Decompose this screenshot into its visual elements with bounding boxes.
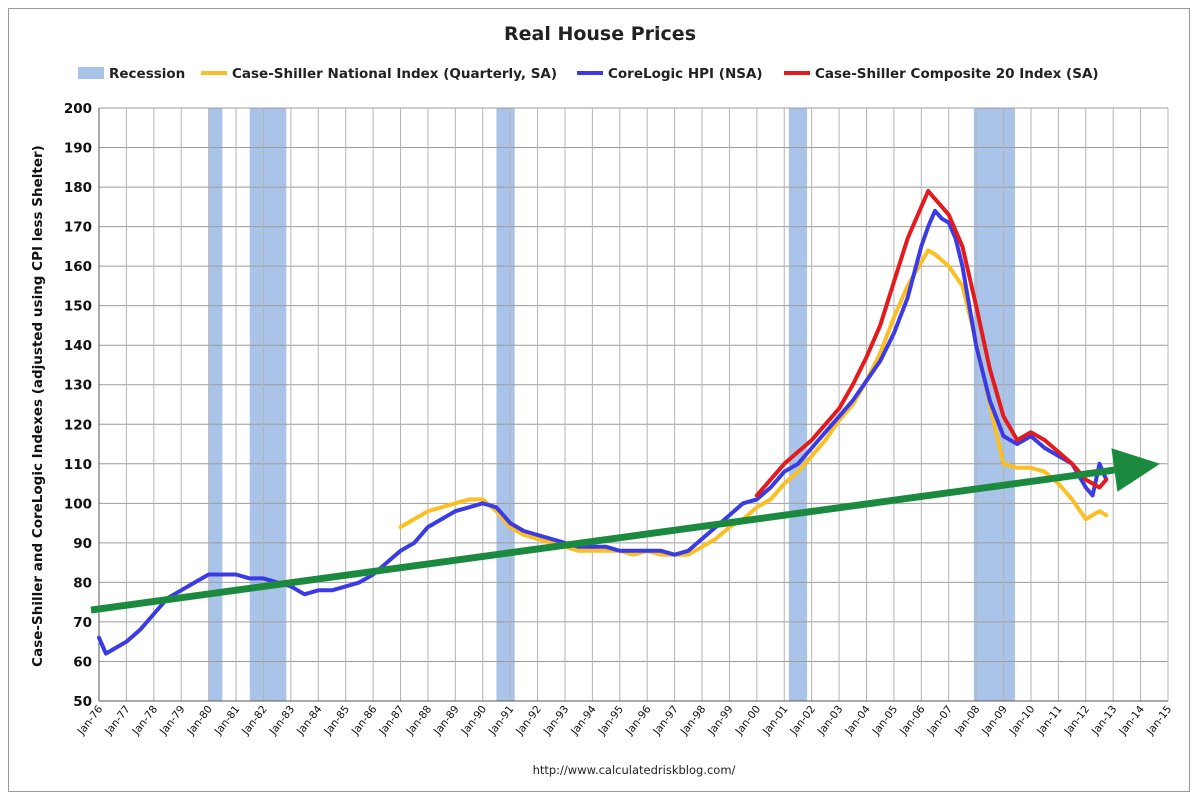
x-tick-label-jan-82: Jan-82	[239, 703, 270, 737]
y-tick-label-130: 130	[64, 378, 92, 394]
source-url: http://www.calculatedriskblog.com/	[533, 763, 736, 777]
x-tick-label-jan-06: Jan-06	[897, 703, 928, 738]
y-tick-label-200: 200	[64, 101, 92, 117]
y-tick-label-140: 140	[64, 338, 92, 354]
x-tick-label-jan-92: Jan-92	[513, 703, 544, 737]
legend-label-corelogic-hpi-nsa: CoreLogic HPI (NSA)	[608, 66, 763, 82]
y-tick-label-70: 70	[73, 615, 92, 631]
x-tick-label-jan-77: Jan-77	[102, 703, 133, 737]
x-tick-label-jan-08: Jan-08	[952, 703, 983, 737]
trend-annotation	[90, 448, 1160, 614]
y-tick-label-170: 170	[64, 220, 92, 236]
x-tick-label-jan-10: Jan-10	[1007, 703, 1038, 737]
y-tick-label-110: 110	[64, 457, 92, 473]
y-tick-label-190: 190	[64, 141, 92, 157]
x-tick-label-jan-11: Jan-11	[1034, 703, 1065, 737]
x-tick-label-jan-07: Jan-07	[924, 703, 955, 737]
y-tick-label-160: 160	[64, 259, 92, 275]
x-tick-label-jan-91: Jan-91	[486, 703, 517, 737]
x-tick-label-jan-80: Jan-80	[184, 703, 215, 737]
y-axis-label: Case-Shiller and CoreLogic Indexes (adju…	[30, 145, 46, 667]
x-tick-label-jan-14: Jan-14	[1116, 703, 1147, 738]
y-tick-label-100: 100	[64, 496, 92, 512]
recession-band-3	[496, 108, 515, 701]
x-tick-label-jan-81: Jan-81	[212, 703, 243, 737]
x-tick-label-jan-87: Jan-87	[376, 703, 407, 737]
x-tick-label-jan-78: Jan-78	[130, 703, 161, 737]
legend-label-case-shiller-national-index-quarterly-sa: Case-Shiller National Index (Quarterly, …	[232, 66, 557, 82]
x-tick-label-jan-86: Jan-86	[349, 703, 380, 738]
chart-frame	[8, 8, 1190, 792]
legend-swatch-recession	[78, 67, 104, 79]
legend-label-recession: Recession	[109, 66, 185, 82]
chart-title: Real House Prices	[504, 23, 696, 45]
x-tick-label-jan-94: Jan-94	[568, 703, 599, 738]
x-tick-label-jan-88: Jan-88	[404, 703, 435, 737]
x-tick-label-jan-79: Jan-79	[157, 703, 188, 737]
y-tick-label-80: 80	[73, 575, 92, 591]
x-tick-label-jan-95: Jan-95	[596, 703, 627, 737]
recession-band-4	[788, 108, 808, 701]
x-tick-label-jan-89: Jan-89	[431, 703, 462, 737]
y-tick-label-90: 90	[73, 536, 92, 552]
y-tick-label-150: 150	[64, 299, 92, 315]
series-lines	[97, 189, 1109, 656]
x-tick-label-jan-05: Jan-05	[870, 703, 901, 737]
x-tick-label-jan-12: Jan-12	[1062, 703, 1093, 737]
x-tick-label-jan-13: Jan-13	[1089, 703, 1120, 737]
recession-band-5	[973, 108, 1015, 701]
series-line-corelogic-hpi-nsa	[97, 208, 1109, 656]
x-tick-label-jan-03: Jan-03	[815, 703, 846, 737]
y-tick-label-180: 180	[64, 180, 92, 196]
x-tick-label-jan-90: Jan-90	[459, 703, 490, 737]
x-tick-label-jan-83: Jan-83	[267, 703, 298, 737]
y-tick-label-60: 60	[73, 654, 92, 670]
x-tick-label-jan-97: Jan-97	[650, 703, 681, 737]
x-tick-label-jan-15: Jan-15	[1144, 703, 1175, 737]
x-tick-label-jan-99: Jan-99	[705, 703, 736, 737]
recession-band-2	[249, 108, 287, 701]
legend: Recession Case-Shiller National Index (Qu…	[78, 66, 1099, 82]
recession-band-1	[208, 108, 223, 701]
x-tick-label-jan-00: Jan-00	[733, 703, 764, 737]
series-line-case-shiller-national-index-quarterly-sa	[398, 248, 1109, 557]
x-tick-label-jan-04: Jan-04	[842, 703, 873, 738]
x-tick-label-jan-98: Jan-98	[678, 703, 709, 737]
grid-lines	[98, 107, 1169, 702]
x-tick-label-jan-93: Jan-93	[541, 703, 572, 737]
legend-label-case-shiller-composite-20-index-sa: Case-Shiller Composite 20 Index (SA)	[815, 66, 1099, 82]
x-tick-label-jan-01: Jan-01	[760, 703, 791, 737]
x-tick-label-jan-09: Jan-09	[979, 703, 1010, 737]
x-tick-label-jan-02: Jan-02	[787, 703, 818, 737]
x-tick-label-jan-96: Jan-96	[623, 703, 654, 738]
trend-arrow-shaft	[90, 466, 1115, 614]
y-tick-label-120: 120	[64, 417, 92, 433]
x-tick-label-jan-85: Jan-85	[321, 703, 352, 737]
y-tick-label-50: 50	[73, 694, 92, 710]
series-line-case-shiller-composite-20-index-sa	[754, 189, 1109, 498]
x-tick-label-jan-84: Jan-84	[294, 703, 325, 738]
trend-arrow-head	[1111, 448, 1160, 492]
